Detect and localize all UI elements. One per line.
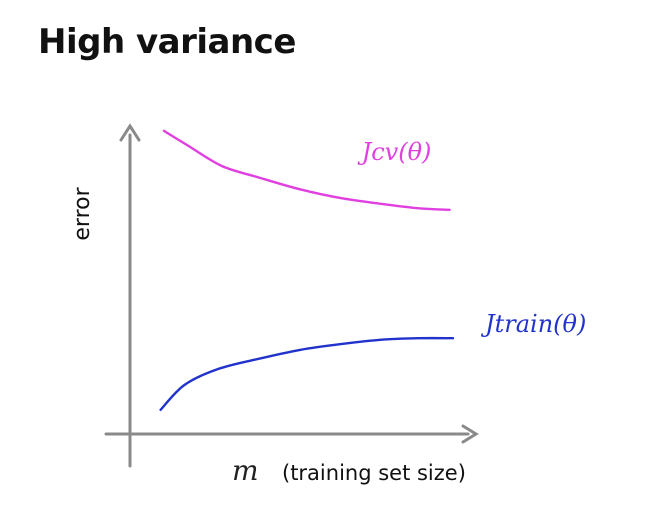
series-line-jcv	[162, 129, 451, 211]
y-axis-label: error	[70, 186, 95, 240]
x-axis-label: (training set size)	[282, 461, 466, 485]
series-labels: Jcv(θ) Jtrain(θ)	[357, 138, 587, 338]
x-axis-symbol: m	[232, 454, 259, 487]
series-line-jtrain	[159, 336, 455, 411]
series-label-jtrain: Jtrain(θ)	[480, 310, 586, 338]
series-label-jcv: Jcv(θ)	[357, 138, 432, 166]
axes	[104, 123, 479, 468]
x-axis-arrowhead	[461, 424, 479, 444]
series-layer	[159, 129, 455, 411]
page-title: High variance	[38, 22, 296, 62]
y-axis-arrowhead	[119, 123, 141, 142]
